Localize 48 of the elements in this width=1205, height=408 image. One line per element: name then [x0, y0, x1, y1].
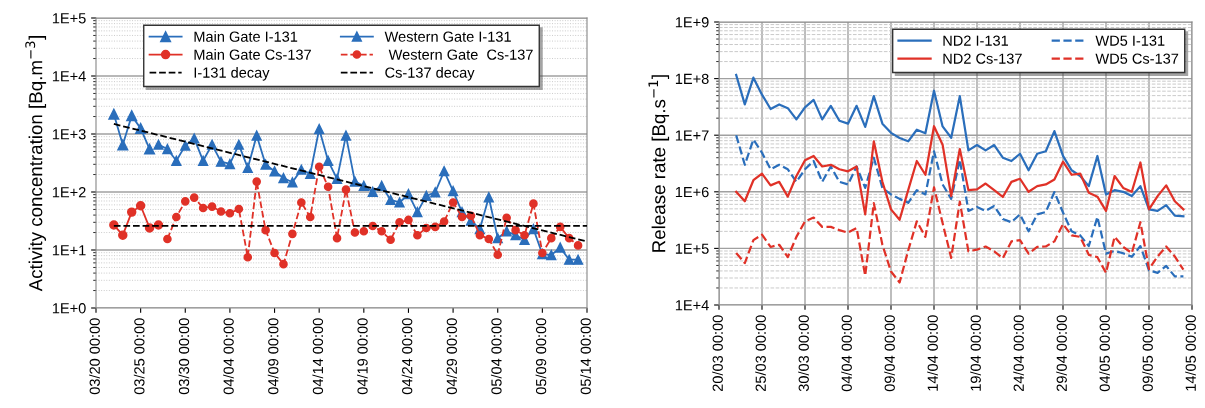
x-tick-label: 05/09 00:00: [535, 318, 547, 395]
x-tick-label: 04/19 00:00: [357, 318, 368, 395]
y-tick-label: 1E+4: [52, 71, 86, 82]
y-tick-label: 1E+7: [675, 130, 709, 141]
x-tick-label: 03/20 00:00: [89, 318, 100, 395]
x-tick-label: 04/05 00:00: [1099, 315, 1110, 392]
x-tick-label: 09/05 00:00: [1142, 315, 1153, 392]
y-tick-label: 1E+6: [675, 186, 709, 198]
y-tick-label: 1E+0: [52, 303, 86, 314]
legend-label: Main Gate I-131: [194, 31, 298, 42]
x-tick-label: 29/04 00:00: [1056, 315, 1067, 392]
y-tick-label: 1E+1: [52, 245, 86, 256]
x-tick-label: 03/25 00:00: [133, 318, 145, 395]
y-tick-label: 1E+9: [675, 17, 709, 28]
legend-label: Western Gate Cs-137: [388, 49, 533, 60]
x-tick-label: 03/30 00:00: [178, 318, 190, 395]
y-axis-title: Activity concentration [Bq.m$^{−3}$]: [25, 36, 47, 292]
x-tick-label: 19/04 00:00: [970, 315, 981, 391]
x-tick-label: 09/04 00:00: [884, 315, 895, 392]
legend-label: WD5 Cs-137: [1095, 53, 1179, 64]
x-tick-label: 04/04 00:00: [841, 315, 852, 392]
x-tick-label: 14/05 00:00: [1185, 315, 1196, 391]
legend-label: ND2 I-131: [943, 35, 1009, 46]
y-tick-label: 1E+2: [52, 187, 86, 198]
x-tick-label: 05/14 00:00: [580, 318, 591, 395]
x-tick-label: 24/04 00:00: [1013, 315, 1024, 392]
y-tick-label: 1E+3: [52, 129, 86, 140]
x-tick-label: 04/04 00:00: [223, 318, 234, 395]
y-axis-title: Release rate [Bq.s$^{−1}$]: [648, 75, 670, 252]
x-tick-label: 04/24 00:00: [401, 318, 413, 395]
x-tick-label: 30/03 00:00: [798, 315, 809, 392]
legend-label: Main Gate Cs-137: [194, 49, 311, 60]
x-tick-label: 04/14 00:00: [312, 318, 324, 395]
x-tick-label: 25/03 00:00: [755, 315, 766, 392]
legend-label: Western Gate I-131: [384, 31, 511, 42]
x-tick-label: 20/03 00:00: [712, 315, 723, 392]
x-tick-label: 05/04 00:00: [490, 318, 502, 395]
y-tick-label: 1E+4: [675, 300, 709, 311]
legend-label: Cs-137 decay: [385, 67, 475, 81]
y-tick-label: 1E+5: [52, 13, 86, 24]
x-tick-label: 04/09 00:00: [267, 318, 279, 395]
y-tick-label: 1E+5: [675, 243, 709, 254]
legend-label: WD5 I-131: [1095, 35, 1165, 46]
legend-label: I-131 decay: [194, 67, 270, 81]
x-tick-label: 04/29 00:00: [446, 318, 458, 395]
legend-label: ND2 Cs-137: [943, 53, 1022, 64]
y-tick-label: 1E+8: [675, 73, 709, 85]
x-tick-label: 14/04 00:00: [927, 315, 938, 391]
